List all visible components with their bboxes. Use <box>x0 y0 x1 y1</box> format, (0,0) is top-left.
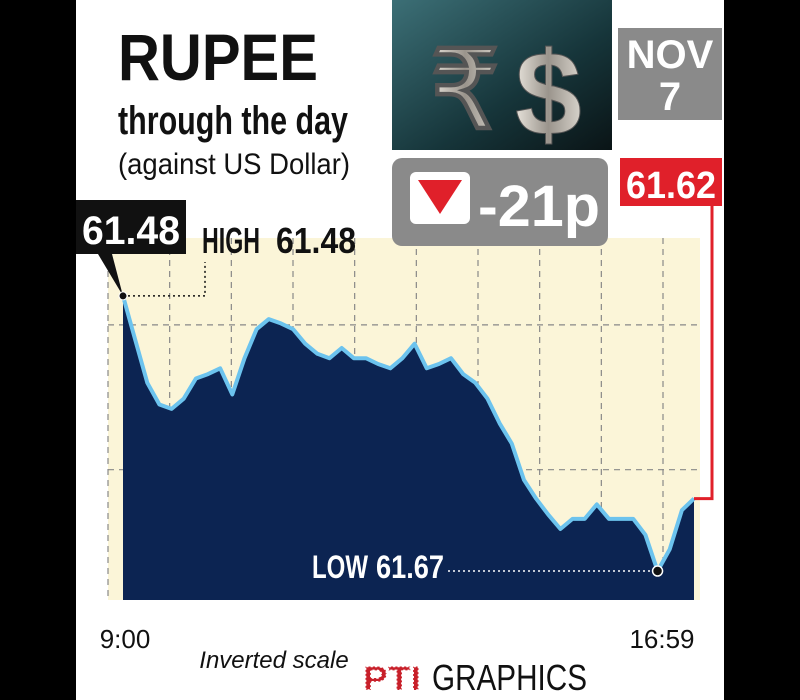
currency-image: ₹ $ <box>392 0 612 162</box>
subtitle: through the day <box>118 99 349 143</box>
last-value-label: 61.62 <box>626 165 716 207</box>
change-value: -21p <box>478 174 600 239</box>
credit-logo-text: PTI <box>363 660 421 698</box>
first-value-label: 61.48 <box>82 209 180 253</box>
date-day: 7 <box>659 75 681 119</box>
low-marker <box>651 565 664 577</box>
last-label-box <box>620 158 722 206</box>
credit-logo: PTI <box>362 659 422 699</box>
credit: GRAPHICS <box>432 657 587 698</box>
low-value: 61.67 <box>376 549 444 585</box>
svg-text:₹: ₹ <box>430 29 500 152</box>
note: (against US Dollar) <box>118 148 350 181</box>
date-month: NOV <box>627 33 714 77</box>
down-arrow <box>418 180 462 214</box>
svg-text:$: $ <box>515 27 582 161</box>
line <box>121 295 696 573</box>
high-label: HIGH <box>202 220 260 261</box>
title: RUPEE <box>118 20 318 94</box>
scale-note: Inverted scale <box>199 647 348 674</box>
x-tick-label: 16:59 <box>629 624 694 654</box>
first-label-box <box>76 200 186 296</box>
last-leader <box>694 204 714 501</box>
x-tick-label: 9:00 <box>100 624 151 654</box>
date-box <box>618 28 722 120</box>
high-value: 61.48 <box>276 220 356 261</box>
low-label: LOW <box>312 549 369 585</box>
high-leader <box>123 262 206 297</box>
high-marker <box>118 291 128 301</box>
area <box>123 295 694 600</box>
